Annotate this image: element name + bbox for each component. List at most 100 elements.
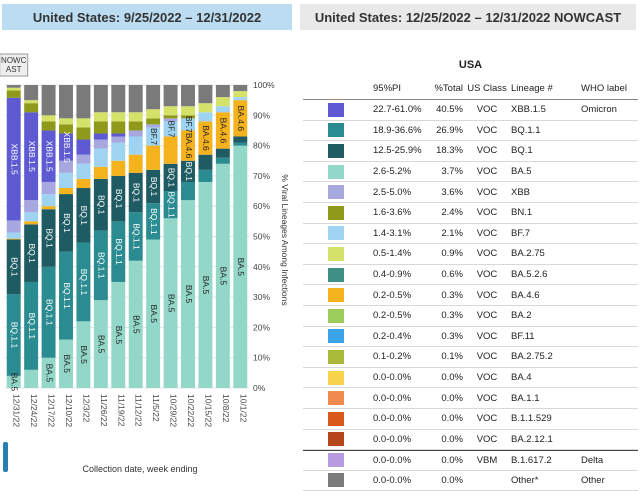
class-cell: VOC — [476, 433, 498, 445]
total-cell: 0.0% — [441, 372, 463, 384]
bar-data-label: BQ.1.1 — [79, 269, 89, 296]
lineage-cell: BF.7 — [511, 227, 531, 239]
bar-segment — [128, 172, 143, 213]
bar-data-label: BQ.1 — [184, 162, 194, 182]
swatch — [328, 123, 344, 138]
table-row: 0.4-0.9% 0.6% VOC BA.5.2.6 — [303, 265, 638, 286]
y-tick-label: 40% — [253, 262, 270, 272]
nowcast-label: NOWC — [1, 56, 27, 65]
bar-segment — [76, 139, 91, 155]
bar-segment — [59, 118, 73, 125]
bar-segment — [111, 136, 126, 143]
bar-segment — [181, 85, 195, 107]
pi-cell: 0.2-0.4% — [373, 330, 412, 342]
class-cell: VOC — [476, 227, 498, 239]
total-cell: 3.7% — [441, 166, 463, 178]
col-header-lineage: Lineage # — [511, 83, 553, 94]
bar-segment — [41, 115, 56, 122]
x-tick-label: 10/8/22 — [221, 394, 231, 423]
lineage-color-swatch — [303, 349, 369, 364]
bar-segment — [76, 154, 91, 164]
lineage-color-swatch — [303, 123, 369, 138]
bar-data-label: BQ.1.1 — [27, 313, 37, 340]
table-row: 0.0-0.0% 0.0% VOC BA.1.1 — [303, 388, 638, 409]
bar-segment — [181, 181, 195, 201]
who-label-cell: Delta — [581, 454, 604, 466]
lineage-color-swatch — [303, 267, 369, 282]
bar-segment — [198, 169, 213, 182]
lineage-cell: BA.5 — [511, 166, 532, 178]
swatch — [328, 143, 344, 158]
bar-segment — [59, 133, 73, 161]
bar-segment — [198, 154, 213, 170]
class-cell: VOC — [476, 166, 498, 178]
bar-segment — [24, 103, 39, 113]
lineage-cell: BA.1.1 — [511, 392, 540, 404]
bar-segment — [59, 251, 73, 340]
table-row: 0.2-0.5% 0.3% VOC BA.2 — [303, 306, 638, 327]
bar-segment — [111, 160, 126, 176]
pi-cell: 0.0-0.0% — [373, 454, 412, 466]
lineage-color-swatch — [303, 453, 369, 468]
bar-segment — [111, 112, 126, 122]
bar-segment — [163, 163, 178, 192]
bar-segment — [181, 130, 195, 161]
bar-segment — [233, 100, 248, 137]
swatch — [328, 288, 344, 303]
pi-cell: 0.4-0.9% — [373, 269, 412, 281]
scroll-handle — [3, 442, 8, 472]
left-panel-header: United States: 9/25/2022 – 12/31/2022 — [2, 4, 292, 30]
bar-segment — [41, 85, 56, 116]
pi-cell: 12.5-25.9% — [373, 145, 422, 157]
lineage-color-swatch — [303, 308, 369, 323]
bar-segment — [215, 112, 230, 149]
bar-data-label: BQ.1 — [62, 213, 72, 233]
bar-segment — [24, 200, 39, 213]
y-tick-label: 100% — [253, 80, 275, 90]
total-cell: 18.3% — [436, 145, 463, 157]
pi-cell: 18.9-36.6% — [373, 124, 422, 136]
bar-segment — [198, 103, 213, 113]
class-cell: VOC — [476, 413, 498, 425]
bar-segment — [6, 87, 21, 91]
swatch — [328, 246, 344, 261]
lineage-color-swatch — [303, 143, 369, 158]
bar-data-label: BQ.1.1 — [9, 322, 19, 349]
bar-segment — [111, 142, 126, 161]
col-header-class: US Class — [467, 83, 507, 94]
bar-segment — [6, 85, 21, 88]
bar-data-label: BA.4.6 — [184, 133, 194, 159]
bar-segment — [111, 133, 126, 137]
swatch — [328, 308, 344, 323]
bar-segment — [146, 145, 161, 170]
class-cell: VOC — [476, 269, 498, 281]
bar-data-label: BQ.1 — [44, 228, 54, 248]
bar-data-label: BF.7 — [184, 116, 194, 133]
total-cell: 0.3% — [441, 289, 463, 301]
bar-segment — [6, 238, 21, 240]
bar-segment — [146, 109, 161, 119]
pi-cell: 0.0-0.0% — [373, 392, 412, 404]
pi-cell: 0.5-1.4% — [373, 248, 412, 260]
bar-segment — [24, 224, 39, 282]
swatch — [328, 226, 344, 241]
bar-segment — [128, 154, 143, 173]
bar-data-label: BF.7 — [149, 128, 159, 145]
table-row: 12.5-25.9% 18.3% VOC BQ.1 — [303, 141, 638, 162]
x-tick-label: 12/3/22 — [81, 394, 91, 423]
table-body: 22.7-61.0% 40.5% VOC XBB.1.5 Omicron 18.9-36.… — [303, 100, 638, 491]
pi-cell: 1.6-3.6% — [373, 207, 412, 219]
bar-segment — [6, 90, 21, 98]
bar-segment — [128, 112, 143, 122]
pi-cell: 2.6-5.2% — [373, 166, 412, 178]
nowcast-label: AST — [6, 65, 22, 74]
bar-segment — [41, 130, 56, 182]
bar-segment — [59, 160, 73, 173]
bar-data-label: BA.5 — [131, 315, 141, 334]
bar-segment — [76, 178, 91, 189]
class-cell: VOC — [476, 145, 498, 157]
bar-segment — [215, 157, 230, 164]
bar-segment — [181, 118, 195, 131]
x-tick-label: 10/29/22 — [169, 394, 179, 427]
bar-segment — [111, 281, 126, 388]
